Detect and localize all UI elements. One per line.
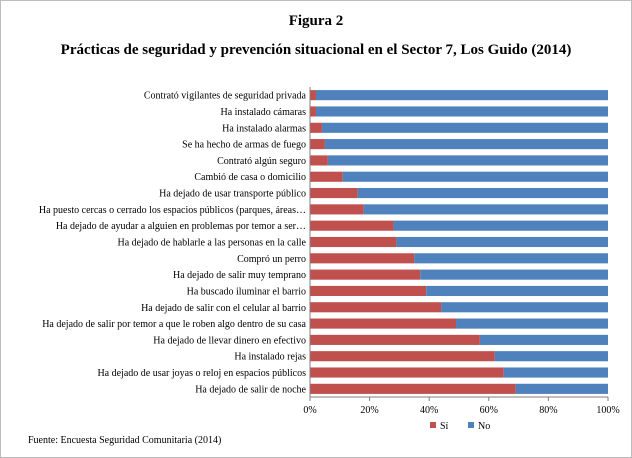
bar-si — [310, 204, 364, 215]
bar-si — [310, 253, 415, 264]
bar-no — [503, 367, 608, 378]
bar-si — [310, 106, 316, 117]
x-tick-label: 0% — [303, 405, 316, 416]
bar-no — [327, 155, 608, 166]
x-tick-label: 60% — [480, 405, 498, 416]
category-label: Ha dejado de usar transporte público — [159, 189, 306, 200]
x-tick-label: 20% — [360, 405, 378, 416]
bar-no — [357, 187, 608, 199]
category-label: Ha dejado de llevar dinero en efectivo — [153, 335, 306, 346]
category-label: Contrató vigilantes de seguridad privada — [144, 91, 307, 102]
bar-no — [414, 253, 608, 264]
bar-si — [310, 220, 394, 231]
category-label: Se ha hecho de armas de fuego — [182, 140, 306, 151]
x-tick-label: 100% — [596, 405, 619, 416]
bar-no — [420, 269, 608, 280]
bar-si — [310, 351, 495, 362]
bar-si — [310, 302, 442, 313]
legend-label-si: Sí — [440, 421, 449, 432]
category-label: Ha dejado de salir de noche — [195, 384, 306, 395]
bar-si — [310, 171, 343, 182]
category-label: Ha dejado de ayudar a alguien en problem… — [56, 221, 306, 232]
bar-no — [315, 106, 608, 117]
bar-no — [393, 220, 608, 231]
category-label: Ha instalado cámaras — [220, 107, 306, 118]
x-tick-label: 80% — [539, 405, 557, 416]
bar-no — [396, 236, 608, 248]
bar-si — [310, 187, 358, 199]
legend-swatch-si — [430, 422, 436, 428]
bar-si — [310, 318, 457, 329]
bar-no — [426, 285, 608, 297]
category-label: Ha dejado de usar joyas o reloj en espac… — [97, 368, 306, 379]
bar-no — [515, 383, 608, 394]
bar-si — [310, 383, 516, 394]
bar-si — [310, 367, 504, 378]
bar-no — [342, 171, 608, 182]
bar-no — [456, 318, 608, 329]
figure-label: Figura 2 — [288, 13, 344, 29]
bar-si — [310, 139, 325, 150]
category-label: Contrató algún seguro — [217, 156, 306, 167]
bar-si — [310, 285, 427, 297]
bar-no — [441, 302, 608, 313]
category-label: Ha puesto cercas o cerrado los espacios … — [39, 205, 306, 216]
bar-si — [310, 90, 316, 101]
bar-no — [494, 351, 608, 362]
bar-si — [310, 334, 480, 345]
bar-no — [321, 122, 608, 133]
bar-si — [310, 269, 421, 280]
bar-no — [324, 139, 608, 150]
legend-swatch-no — [468, 422, 474, 428]
bar-no — [479, 334, 608, 345]
category-label: Ha instalado rejas — [234, 352, 306, 363]
category-label: Ha dejado de salir muy temprano — [173, 270, 306, 281]
bar-si — [310, 155, 328, 166]
x-tick-label: 40% — [420, 405, 438, 416]
bar-si — [310, 122, 322, 133]
legend-label-no: No — [478, 421, 490, 432]
source-note: Fuente: Encuesta Seguridad Comunitaria (… — [28, 435, 222, 446]
chart-title: Prácticas de seguridad y prevención situ… — [60, 42, 572, 58]
bar-no — [315, 90, 608, 101]
bar-si — [310, 236, 397, 248]
bar-no — [363, 204, 608, 215]
category-label: Ha dejado de salir con el celular al bar… — [141, 303, 306, 314]
category-label: Ha dejado de hablarle a las personas en … — [117, 238, 306, 249]
category-label: Ha instalado alarmas — [222, 123, 306, 134]
category-label: Compró un perro — [237, 254, 306, 265]
category-label: Ha buscado iluminar el barrio — [187, 286, 306, 297]
category-label: Cambió de casa o domicilio — [194, 172, 306, 183]
category-label: Ha dejado de salir por temor a que le ro… — [42, 319, 306, 330]
